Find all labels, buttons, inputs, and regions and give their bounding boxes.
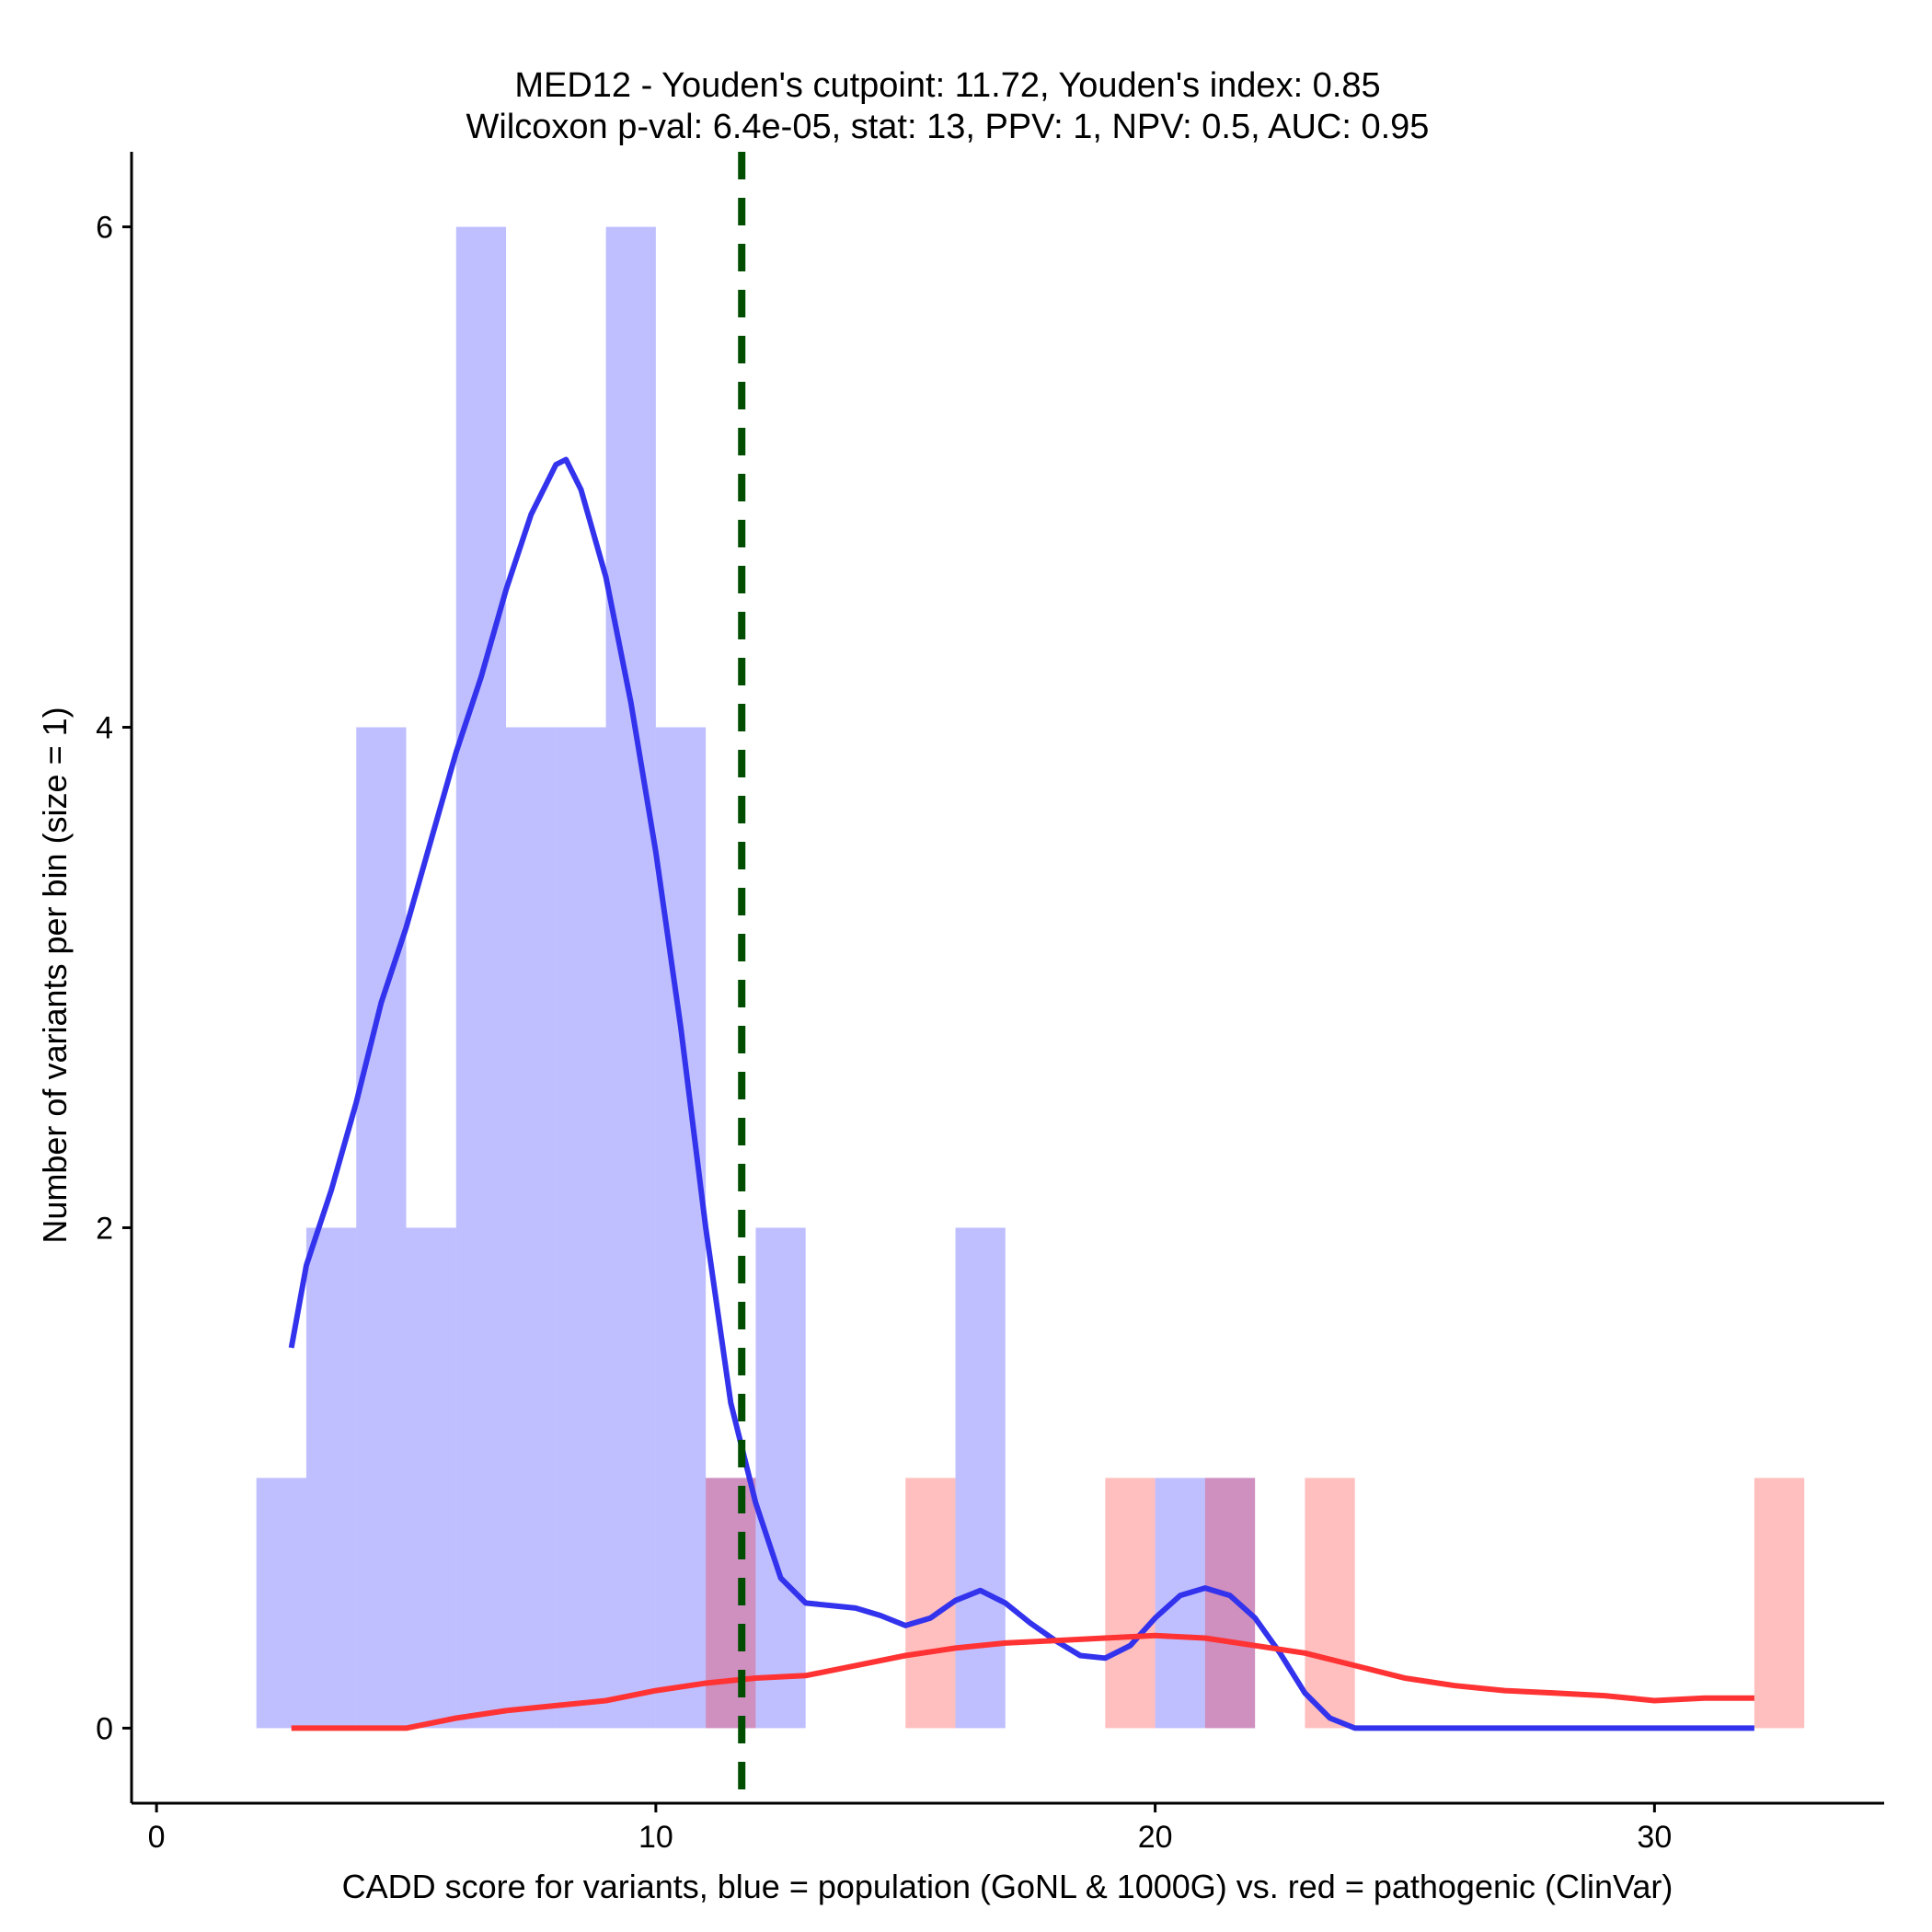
pathogenic-bars	[706, 1478, 1805, 1729]
population-bar-21	[1204, 1478, 1256, 1729]
population-bar-12	[755, 1227, 806, 1729]
population-bar-2	[256, 1478, 306, 1729]
chart-title: MED12 - Youden's cutpoint: 11.72, Youden…	[514, 66, 1380, 105]
population-bar-7	[506, 727, 557, 1729]
population-bar-16	[955, 1227, 1006, 1729]
population-bar-4	[356, 727, 407, 1729]
population-bar-5	[406, 1227, 456, 1729]
pathogenic-bar-11	[706, 1478, 756, 1729]
population-bar-11	[706, 1478, 756, 1729]
x-tick-label: 20	[1138, 1820, 1173, 1855]
population-bar-20	[1155, 1478, 1205, 1729]
pathogenic-bar-23	[1305, 1478, 1355, 1729]
y-tick-label: 6	[96, 211, 113, 246]
population-bar-9	[605, 226, 656, 1729]
x-tick-label: 30	[1637, 1820, 1672, 1855]
population-density-curve	[288, 456, 1754, 1731]
population-bar-6	[455, 226, 507, 1729]
y-axis-ticks: 0 2 4 6	[96, 211, 132, 1746]
chart-subtitle: Wilcoxon p-val: 6.4e-05, stat: 13, PPV: …	[466, 108, 1430, 146]
pathogenic-bar-32	[1754, 1478, 1805, 1729]
pathogenic-density-curve	[291, 1632, 1754, 1731]
population-bars	[256, 226, 1256, 1729]
x-tick-label: 10	[638, 1820, 673, 1855]
population-bar-8	[556, 727, 606, 1729]
y-tick-label: 4	[96, 711, 113, 746]
population-bar-3	[305, 1227, 357, 1729]
y-axis-label: Number of variants per bin (size = 1)	[36, 707, 74, 1243]
y-tick-label: 2	[96, 1211, 113, 1246]
pathogenic-bar-21	[1204, 1478, 1256, 1729]
pathogenic-bar-19	[1105, 1478, 1156, 1729]
x-tick-label: 0	[148, 1820, 166, 1855]
x-axis-label: CADD score for variants, blue = populati…	[342, 1868, 1673, 1905]
population-bar-10	[655, 727, 707, 1729]
x-axis-ticks: 0 10 20 30	[148, 1803, 1672, 1855]
y-tick-label: 0	[96, 1711, 113, 1746]
